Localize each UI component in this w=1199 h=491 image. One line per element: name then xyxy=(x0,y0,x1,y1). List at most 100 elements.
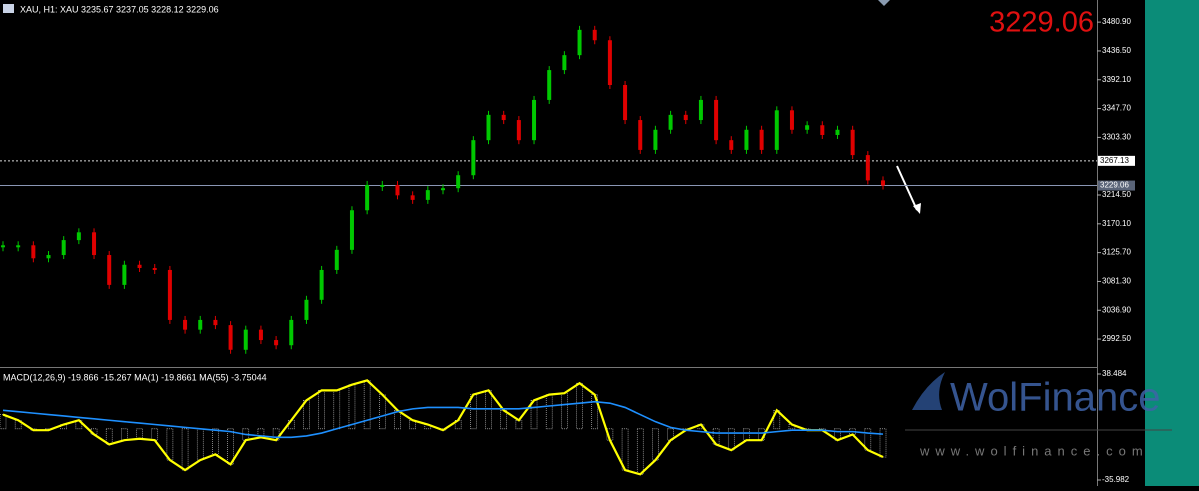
price-bar xyxy=(61,240,66,256)
macd-header: MACD(12,26,9) -19.866 -15.267 MA(1) -19.… xyxy=(3,372,267,382)
price-bar xyxy=(532,99,537,141)
price-bar xyxy=(365,184,370,211)
price-bar xyxy=(304,299,309,320)
price-bar xyxy=(668,114,673,130)
price-bar xyxy=(683,114,688,121)
y-tick-label: -35.982 xyxy=(1102,475,1130,484)
y-tick-label: 3170.10 xyxy=(1102,219,1131,228)
price-bar xyxy=(607,40,612,86)
histogram-bar xyxy=(333,390,341,430)
level-tag xyxy=(1098,155,1135,166)
price-bar xyxy=(441,188,445,191)
price-bar xyxy=(486,114,491,141)
histogram-bar xyxy=(196,428,204,461)
price-bar xyxy=(820,125,825,135)
price-bar xyxy=(1,245,5,248)
price-bar xyxy=(805,125,810,130)
price-bar xyxy=(107,255,112,285)
histogram-bar xyxy=(166,428,174,461)
price-bar xyxy=(274,340,279,346)
price-bar xyxy=(774,110,779,150)
y-tick-label: 3081.30 xyxy=(1102,277,1131,286)
histogram-bar xyxy=(636,428,644,475)
histogram-bar xyxy=(545,394,553,430)
price-bar xyxy=(319,269,324,300)
histogram-bar xyxy=(151,428,159,441)
price-bar xyxy=(122,264,127,285)
price-bar xyxy=(501,114,506,121)
price-bar xyxy=(198,319,203,330)
y-tick-label: 3036.90 xyxy=(1102,305,1131,314)
price-bar xyxy=(835,129,840,135)
histogram-bar xyxy=(181,428,189,471)
price-bar xyxy=(76,232,81,241)
price-bar xyxy=(16,245,21,248)
price-bar xyxy=(410,195,415,200)
histogram-bar xyxy=(652,428,659,461)
price-bar xyxy=(714,99,719,141)
histogram-bar xyxy=(561,392,568,430)
price-bar xyxy=(425,190,430,200)
histogram-bar xyxy=(500,409,507,430)
y-tick-label: 3303.30 xyxy=(1102,132,1131,141)
price-bar xyxy=(183,319,188,330)
price-bar xyxy=(729,140,734,150)
level-label: 3229.06 xyxy=(1100,181,1129,190)
price-bar xyxy=(577,29,582,56)
price-bar xyxy=(592,29,597,41)
price-bar xyxy=(789,110,794,130)
histogram-bar xyxy=(0,414,7,430)
price-bar xyxy=(258,329,263,341)
price-label: 3229.06 xyxy=(989,7,1094,39)
histogram-bar xyxy=(879,428,887,458)
price-bar xyxy=(380,184,385,187)
histogram-bar xyxy=(121,428,128,441)
y-tick-label: 3436.50 xyxy=(1102,46,1131,55)
price-bar xyxy=(167,269,172,320)
price-bar xyxy=(213,319,218,326)
price-bar xyxy=(881,180,885,186)
brand-watermark: WolFinance xyxy=(950,376,1160,420)
price-bar xyxy=(562,55,567,71)
y-tick-label: 3392.10 xyxy=(1102,75,1131,84)
y-tick-label: 38.484 xyxy=(1102,369,1127,378)
price-bar xyxy=(638,120,643,150)
histogram-bar xyxy=(727,428,735,451)
price-bar xyxy=(623,85,628,121)
y-tick-label: 2992.50 xyxy=(1102,334,1131,343)
price-bar xyxy=(334,249,339,270)
price-bar xyxy=(243,329,248,350)
macd-line xyxy=(2,379,884,476)
histogram-bar xyxy=(348,384,356,430)
price-bar xyxy=(31,245,36,259)
histogram-bar xyxy=(212,428,219,455)
side-band xyxy=(1145,0,1199,486)
price-bar xyxy=(92,232,97,256)
histogram-bar xyxy=(318,390,325,430)
price-bar xyxy=(46,255,51,259)
url-watermark: www.wolfinance.com xyxy=(919,443,1149,458)
price-bar xyxy=(152,268,157,271)
price-bar xyxy=(289,319,294,346)
chart-header: XAU, H1: XAU 3235.67 3237.05 3228.12 322… xyxy=(20,4,219,14)
histogram-bar xyxy=(257,428,265,438)
price-bar xyxy=(516,120,521,141)
scroll-marker xyxy=(878,0,890,6)
price-bar xyxy=(349,210,354,250)
price-bar xyxy=(456,175,461,189)
histogram-bar xyxy=(379,394,386,430)
arrow xyxy=(896,165,918,211)
y-tick-label: 3125.70 xyxy=(1102,248,1131,257)
price-bar xyxy=(850,129,855,156)
price-bar xyxy=(228,325,233,350)
level-tag xyxy=(1098,180,1135,191)
price-bar xyxy=(759,129,764,150)
price-bar xyxy=(653,129,658,150)
price-bar xyxy=(865,155,870,181)
y-tick-label: 3480.90 xyxy=(1102,17,1131,26)
price-bar xyxy=(744,129,749,150)
symbol-icon xyxy=(3,4,14,13)
level-label: 3267.13 xyxy=(1100,156,1129,165)
